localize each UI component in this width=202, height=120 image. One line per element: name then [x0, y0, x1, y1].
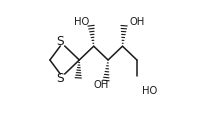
- Text: S: S: [56, 72, 64, 85]
- Text: S: S: [56, 35, 64, 48]
- Text: HO: HO: [141, 86, 156, 96]
- Text: HO: HO: [73, 17, 88, 27]
- Text: OH: OH: [93, 80, 108, 90]
- Text: OH: OH: [129, 17, 144, 27]
